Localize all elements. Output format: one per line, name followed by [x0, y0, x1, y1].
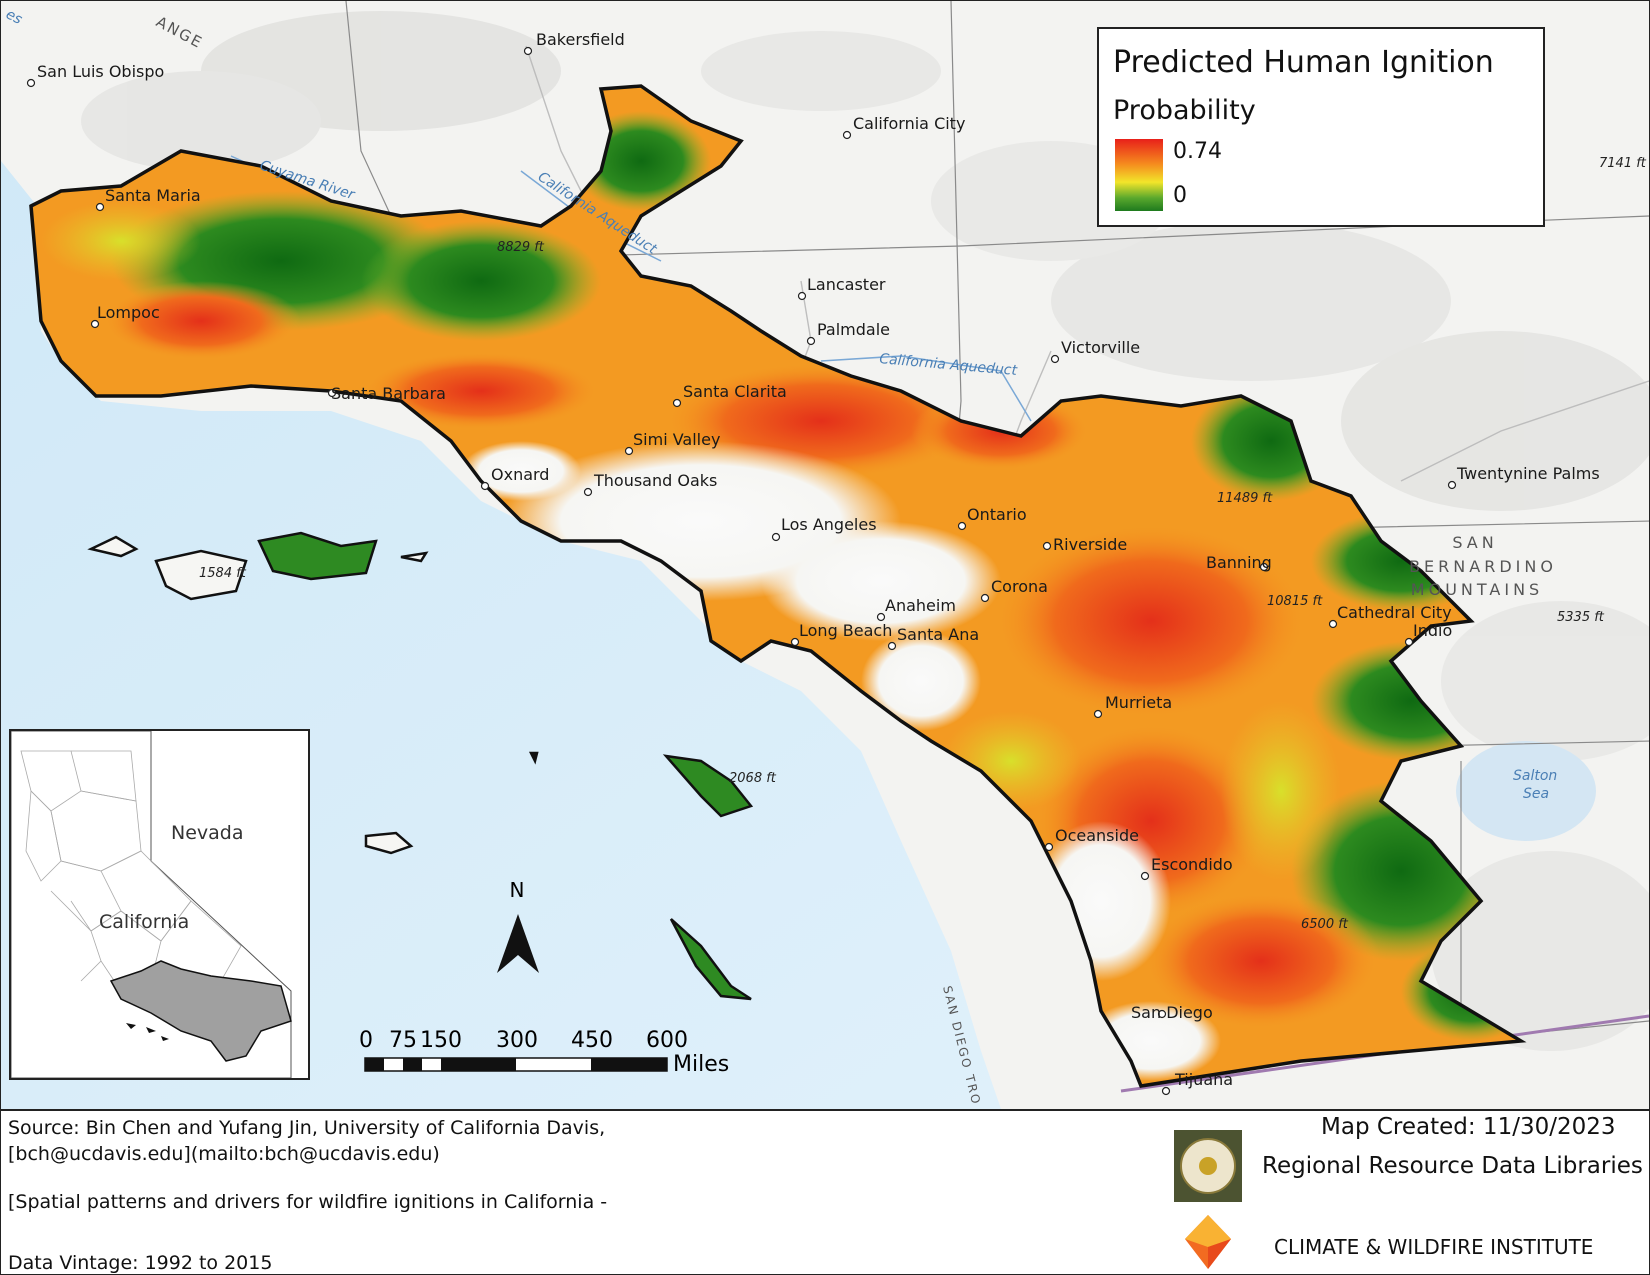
legend-max: 0.74 — [1173, 139, 1222, 164]
peak-2068: 2068 ft — [729, 771, 777, 786]
label-california-city[interactable]: California City — [853, 114, 965, 133]
label-san-diego[interactable]: San Diego — [1131, 1003, 1213, 1022]
label-santa-maria[interactable]: Santa Maria — [105, 186, 201, 205]
channel-islands — [87, 531, 754, 1001]
terrain-hillshade — [81, 11, 1649, 1051]
label-palmdale[interactable]: Palmdale — [817, 320, 890, 339]
label-banning[interactable]: Banning — [1206, 553, 1272, 572]
label-murrieta[interactable]: Murrieta — [1105, 693, 1172, 712]
footer: Source: Bin Chen and Yufang Jin, Univers… — [0, 1111, 1650, 1275]
legend-title: Predicted Human Ignition — [1113, 45, 1494, 80]
peak-8829: 8829 ft — [497, 240, 545, 255]
rrdl-logo — [1174, 1130, 1242, 1202]
region-outline — [29, 84, 1527, 1088]
peak-7141: 7141 ft — [1599, 156, 1647, 171]
map-canvas[interactable]: Bakersfield San Luis Obispo California C… — [1, 1, 1649, 1111]
label-long-beach[interactable]: Long Beach — [799, 621, 892, 640]
city-markers — [26, 46, 1457, 1096]
legend-min: 0 — [1173, 183, 1187, 208]
label-ontario[interactable]: Ontario — [967, 505, 1027, 524]
rrdl-logo-icon — [1180, 1138, 1236, 1194]
inset-nevada: Nevada — [171, 822, 244, 844]
inset-map[interactable]: Nevada California — [9, 729, 310, 1080]
label-corona[interactable]: Corona — [991, 577, 1048, 596]
peak-1584: 1584 ft — [199, 566, 247, 581]
label-indio[interactable]: Indio — [1413, 621, 1452, 640]
peak-11489: 11489 ft — [1217, 491, 1273, 506]
scale-tick-300: 300 — [496, 1028, 538, 1053]
range-line2: BERNARDINO — [1409, 557, 1557, 576]
range-line1: SAN — [1452, 533, 1497, 552]
peak-6500: 6500 ft — [1301, 917, 1349, 932]
scale-tick-450: 450 — [571, 1028, 613, 1053]
arrow-icon — [518, 914, 539, 973]
label-oxnard[interactable]: Oxnard — [491, 465, 549, 484]
label-riverside[interactable]: Riverside — [1053, 535, 1127, 554]
legend-color-ramp — [1115, 139, 1163, 211]
label-santa-clarita[interactable]: Santa Clarita — [683, 382, 787, 401]
label-tijuana[interactable]: Tijuana — [1174, 1070, 1233, 1089]
label-san-luis-obispo[interactable]: San Luis Obispo — [37, 62, 164, 81]
label-victorville[interactable]: Victorville — [1061, 338, 1140, 357]
label-salton: Salton — [1513, 768, 1557, 784]
scale-tick-75: 75 — [389, 1028, 417, 1053]
city-labels: Bakersfield San Luis Obispo California C… — [37, 30, 1600, 1089]
scale-bar: 0 75 150 300 450 600 Miles — [359, 1028, 729, 1077]
inset-california-label: California — [99, 911, 189, 933]
north-arrow: N — [497, 878, 539, 973]
label-oceanside[interactable]: Oceanside — [1055, 826, 1139, 845]
label-santa-barbara[interactable]: Santa Barbara — [331, 384, 446, 403]
inset-counties — [20, 750, 242, 992]
inset-study-region — [109, 960, 292, 1062]
label-lancaster[interactable]: Lancaster — [807, 275, 886, 294]
peak-labels: 8829 ft 7141 ft 11489 ft 10815 ft 5335 f… — [199, 156, 1647, 932]
org-cwi: CLIMATE & WILDFIRE INSTITUTE — [1274, 1235, 1594, 1259]
map-created: Map Created: 11/30/2023 — [1321, 1114, 1616, 1140]
scale-tick-0: 0 — [359, 1028, 373, 1053]
legend: Predicted Human Ignition Probability 0.7… — [1097, 27, 1545, 227]
label-anaheim[interactable]: Anaheim — [885, 596, 956, 615]
org-rrdl: Regional Resource Data Libraries — [1262, 1153, 1643, 1179]
range-line3: MOUNTAINS — [1411, 580, 1543, 599]
label-santa-ana[interactable]: Santa Ana — [897, 625, 979, 644]
scale-tick-600: 600 — [646, 1028, 688, 1053]
peak-5335: 5335 ft — [1557, 610, 1605, 625]
data-vintage: Data Vintage: 1992 to 2015 — [8, 1252, 273, 1274]
salton-sea — [1456, 741, 1596, 841]
cwi-logo-icon — [1185, 1215, 1231, 1269]
san-bernardino-label: SAN BERNARDINO MOUNTAINS — [1409, 533, 1557, 599]
label-edge: es — [3, 6, 25, 28]
label-escondido[interactable]: Escondido — [1151, 855, 1233, 874]
label-los-angeles[interactable]: Los Angeles — [781, 515, 877, 534]
source-line-2: [bch@ucdavis.edu](mailto:bch@ucdavis.edu… — [8, 1143, 440, 1165]
source-line-1: Source: Bin Chen and Yufang Jin, Univers… — [8, 1117, 606, 1139]
label-cathedral-city[interactable]: Cathedral City — [1337, 603, 1452, 622]
dataset-line: [Spatial patterns and drivers for wildfi… — [8, 1191, 608, 1213]
label-sea: Sea — [1523, 786, 1549, 802]
label-bakersfield[interactable]: Bakersfield — [536, 30, 625, 49]
north-label: N — [510, 878, 525, 902]
label-thousand-oaks[interactable]: Thousand Oaks — [593, 471, 717, 490]
scale-tick-150: 150 — [420, 1028, 462, 1053]
legend-subtitle: Probability — [1113, 95, 1256, 126]
scale-unit: Miles — [673, 1052, 729, 1077]
peak-10815: 10815 ft — [1267, 594, 1323, 609]
label-lompoc[interactable]: Lompoc — [97, 303, 160, 322]
label-twentynine-palms[interactable]: Twentynine Palms — [1456, 464, 1600, 483]
label-simi-valley[interactable]: Simi Valley — [633, 430, 720, 449]
